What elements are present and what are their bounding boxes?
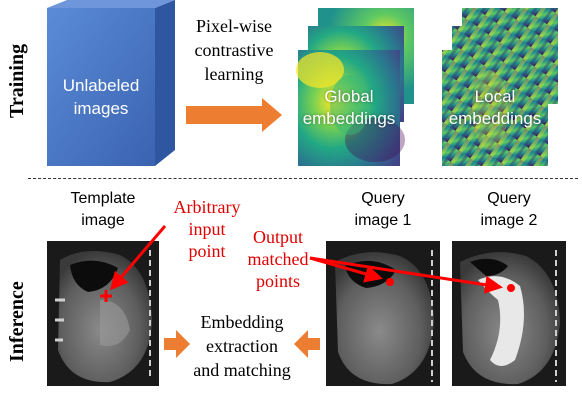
query1-line-2: image 1 [326, 210, 440, 232]
global-line-2: embeddings [298, 108, 400, 130]
method-line-3: learning [178, 62, 290, 86]
query-image-1-label: Query image 1 [326, 188, 440, 232]
local-line-2: embeddings [442, 108, 548, 130]
matched-point-2 [507, 284, 515, 292]
local-line-1: Local [442, 86, 548, 108]
contrastive-learning-label: Pixel-wise contrastive learning [178, 14, 290, 86]
training-section-label: Training [6, 44, 29, 118]
template-line-2: image [47, 210, 159, 232]
template-ct-image [47, 241, 159, 386]
inference-section-label: Inference [6, 281, 29, 362]
global-embeddings-label: Global embeddings [298, 86, 400, 130]
output-line-1: Output [232, 226, 324, 248]
global-line-1: Global [298, 86, 400, 108]
query-image-2-label: Query image 2 [452, 188, 566, 232]
cube-side-face [155, 0, 175, 166]
output-line-3: points [232, 270, 324, 292]
embedding-extraction-label: Embedding extraction and matching [182, 310, 302, 382]
training-arrow [186, 98, 282, 132]
template-image-label: Template image [47, 188, 159, 232]
extract-line-3: and matching [182, 358, 302, 382]
query-ct-image-2 [452, 241, 566, 386]
query1-line-1: Query [326, 188, 440, 210]
extract-line-1: Embedding [182, 310, 302, 334]
section-divider [28, 178, 578, 179]
template-line-1: Template [47, 188, 159, 210]
cube-label-line-1: Unlabeled [47, 74, 155, 97]
arbitrary-line-1: Arbitrary [164, 196, 250, 218]
cube-label-line-2: images [47, 97, 155, 120]
output-line-2: matched [232, 248, 324, 270]
output-matched-points-label: Output matched points [232, 226, 324, 292]
local-embeddings-label: Local embeddings [442, 86, 548, 130]
query2-line-2: image 2 [452, 210, 566, 232]
query2-line-1: Query [452, 188, 566, 210]
unlabeled-images-label: Unlabeled images [47, 74, 155, 120]
method-line-2: contrastive [178, 38, 290, 62]
matched-point-1 [386, 278, 394, 286]
extract-line-2: extraction [182, 334, 302, 358]
cube-top-face [47, 0, 175, 8]
method-line-1: Pixel-wise [178, 14, 290, 38]
